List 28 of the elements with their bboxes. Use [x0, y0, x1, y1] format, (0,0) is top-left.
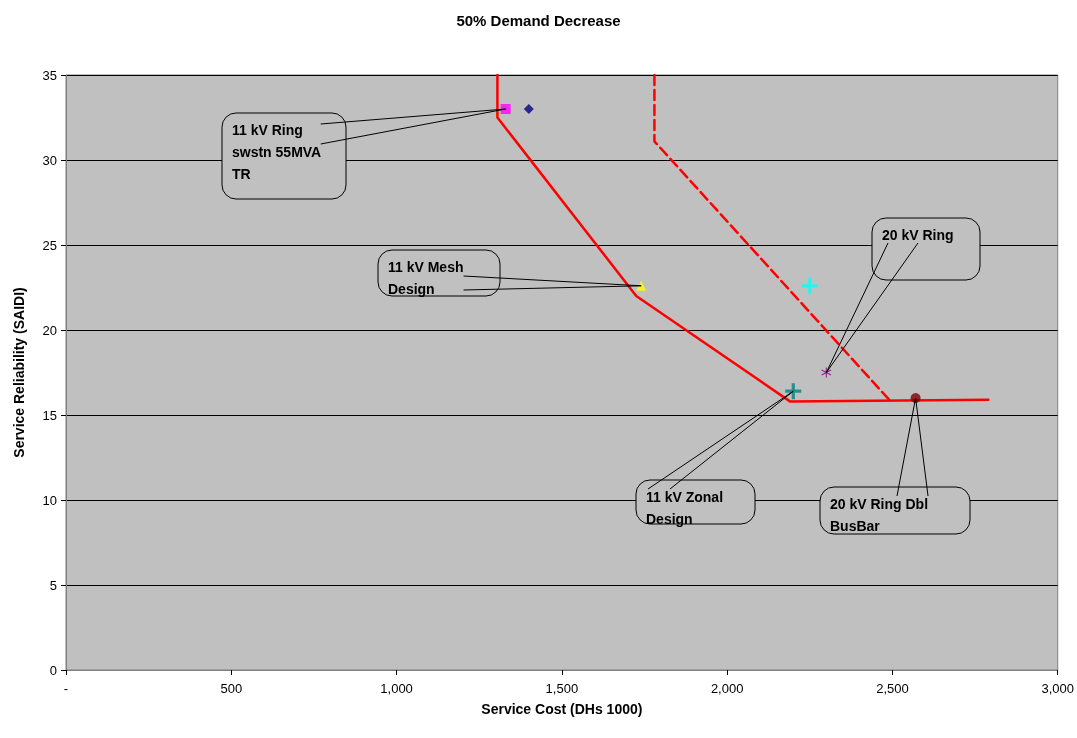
y-axis-title: Service Reliability (SAIDI) [11, 287, 27, 458]
x-tick-label: 1,500 [545, 681, 579, 696]
annotation: 11 kV Mesh Design [388, 259, 464, 297]
line-series [496, 73, 990, 403]
x-tick-label: 1,000 [380, 681, 413, 696]
x-tick-label: 3,000 [1041, 681, 1075, 696]
annotation: 11 kV Ring swstn 55MVA TR [232, 122, 321, 182]
y-tick-label: 10 [42, 492, 57, 508]
x-tick-label: - [63, 681, 69, 696]
y-tick-label: 5 [49, 577, 57, 593]
x-tick-label: 2,000 [710, 681, 744, 696]
point [523, 104, 534, 114]
y-tick-label: 35 [42, 67, 57, 83]
point [801, 277, 818, 294]
point [500, 104, 511, 114]
annotation: 20 kV Ring [882, 227, 954, 243]
point [636, 280, 647, 291]
y-tick-label: 15 [42, 407, 57, 423]
x-axis-title: Service Cost (DHs 1000) [481, 701, 643, 717]
y-tick-label: 25 [42, 237, 57, 253]
x-tick-label: 2,500 [876, 681, 909, 696]
annotation: 20 kV Ring Dbl BusBar [830, 496, 929, 534]
x-tick-label: 500 [220, 681, 243, 696]
y-tick-label: 20 [42, 322, 57, 338]
y-tick-label: 30 [42, 152, 57, 168]
annotation: 11 kV Zonal Design [646, 489, 724, 527]
y-tick-label: 0 [49, 662, 57, 678]
chart-title: 50% Demand Decrease [456, 12, 621, 29]
